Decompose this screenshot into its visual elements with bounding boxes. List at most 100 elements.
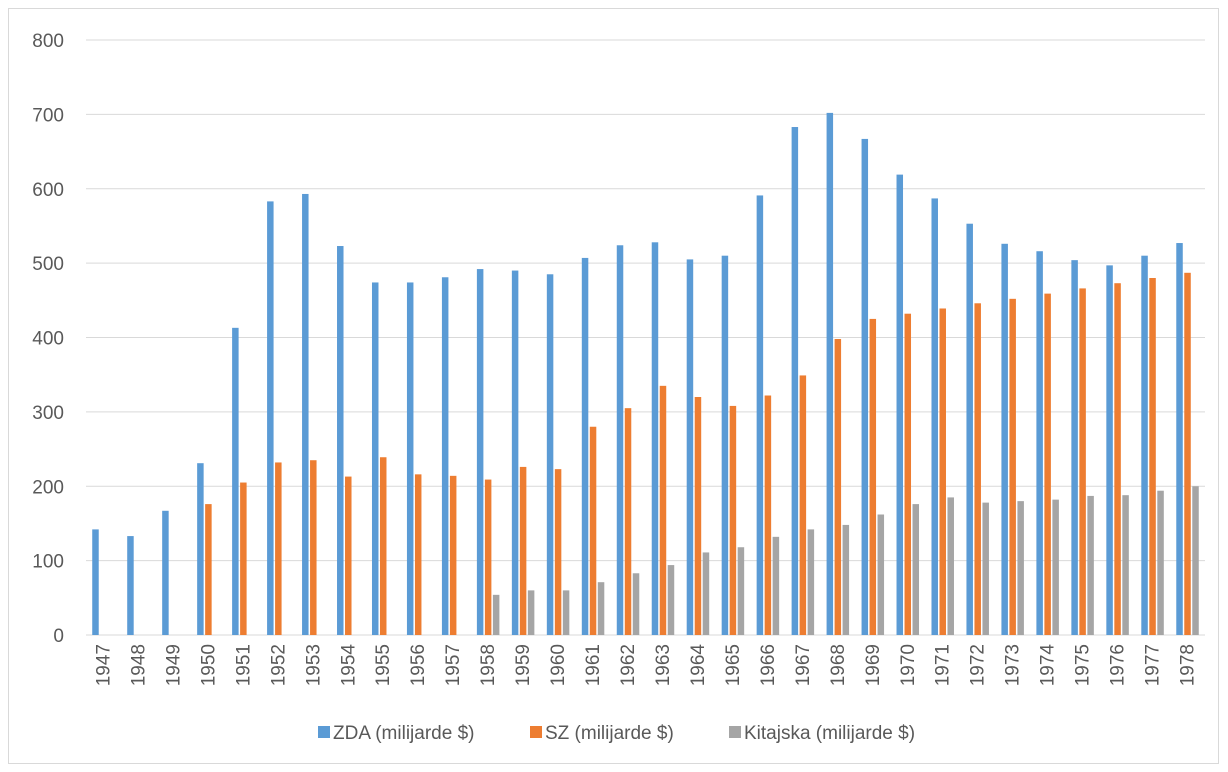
- legend: ZDA (milijarde $) SZ (milijarde $) Kitajsk…: [318, 723, 915, 744]
- bar-series-2: [702, 552, 710, 635]
- bar-series-1: [205, 504, 212, 635]
- x-tick-label: 1952: [268, 644, 289, 686]
- bar-series-2: [562, 590, 570, 636]
- bar-series-0: [791, 127, 799, 636]
- x-tick-label: 1974: [1038, 644, 1059, 687]
- legend-item: SZ (milijarde $): [530, 723, 674, 744]
- legend-label: Kitajska (milijarde $): [744, 723, 915, 744]
- bar-series-0: [1036, 251, 1043, 635]
- chart-frame: [8, 8, 1219, 764]
- y-axis-ticks: 0 100 200 300 400 500 600 700 800: [32, 31, 64, 647]
- bar-series-0: [931, 198, 938, 636]
- bar-series-1: [939, 308, 946, 635]
- bar-series-0: [371, 282, 379, 635]
- x-tick-label: 1949: [163, 644, 184, 686]
- bar-series-1: [554, 469, 562, 635]
- bar-series-2: [1017, 501, 1024, 636]
- x-tick-label: 1950: [198, 644, 219, 686]
- bar-series-1: [764, 395, 772, 635]
- bar-series-1: [275, 462, 282, 635]
- bar-series-1: [694, 397, 702, 635]
- bar-series-1: [869, 318, 877, 635]
- bar-series-2: [982, 502, 989, 635]
- x-tick-label: 1960: [548, 644, 569, 686]
- bar-series-1: [1114, 283, 1121, 635]
- x-tick-label: 1957: [443, 644, 464, 686]
- x-tick-label: 1947: [93, 644, 114, 686]
- x-tick-label: 1953: [303, 644, 324, 686]
- bar-series-1: [519, 466, 527, 635]
- bar-series-0: [337, 246, 344, 635]
- bar-series-0: [1176, 243, 1183, 636]
- bar-series-2: [912, 504, 920, 635]
- bar-series-0: [616, 245, 624, 635]
- legend-label: SZ (milijarde $): [545, 723, 674, 744]
- x-tick-label: 1967: [793, 644, 814, 686]
- bar-series-0: [511, 270, 519, 635]
- bar-series-0: [232, 327, 239, 635]
- x-tick-label: 1965: [723, 644, 744, 686]
- bar-series-2: [667, 565, 675, 635]
- bar-series-1: [589, 426, 597, 635]
- x-axis-ticks: 1947 1948 1949 1950 1951 1952 1953 1954 1955 1956…: [93, 644, 1198, 687]
- bar-series-0: [1071, 260, 1078, 635]
- bar-series-2: [1087, 495, 1094, 635]
- bar-series-1: [449, 475, 457, 635]
- bar-series-1: [904, 313, 912, 635]
- x-tick-label: 1970: [898, 644, 919, 686]
- bar-series-1: [414, 474, 422, 635]
- bar-series-2: [947, 497, 954, 635]
- bar-series-1: [345, 476, 352, 635]
- bar-series-1: [1009, 298, 1016, 635]
- bar-series-0: [1106, 265, 1113, 635]
- x-tick-label: 1948: [128, 644, 149, 686]
- y-tick-label: 300: [32, 403, 64, 424]
- bar-series-1: [799, 375, 807, 635]
- bar-series-0: [302, 193, 309, 635]
- bar-series-0: [476, 269, 484, 635]
- y-tick-label: 0: [53, 626, 64, 647]
- bar-series-0: [896, 174, 904, 635]
- legend-item: Kitajska (milijarde $): [729, 723, 915, 744]
- bar-series-0: [441, 277, 449, 635]
- x-tick-label: 1958: [478, 644, 499, 686]
- y-tick-label: 800: [32, 31, 64, 52]
- bar-series-2: [597, 582, 605, 635]
- x-tick-label: 1964: [688, 644, 709, 687]
- x-tick-label: 1959: [513, 644, 534, 686]
- x-tick-label: 1976: [1108, 644, 1129, 686]
- x-tick-label: 1955: [373, 644, 394, 686]
- y-tick-label: 100: [32, 552, 64, 573]
- x-tick-label: 1971: [933, 644, 954, 686]
- bar-series-0: [721, 255, 729, 635]
- bar-series-0: [406, 282, 414, 635]
- bar-series-1: [484, 479, 492, 635]
- bar-series-2: [1157, 490, 1164, 635]
- bar-series-0: [966, 223, 973, 635]
- bar-series-1: [1079, 288, 1086, 635]
- y-tick-label: 500: [32, 254, 64, 275]
- bar-series-0: [756, 195, 764, 635]
- bar-series-0: [162, 510, 169, 635]
- bar-series-0: [686, 259, 694, 635]
- legend-swatch: [318, 726, 330, 738]
- bar-series-1: [310, 460, 317, 635]
- bar-series-2: [1122, 495, 1129, 635]
- bar-series-2: [772, 536, 780, 635]
- bar-series-0: [1001, 243, 1008, 636]
- bar-series-2: [632, 573, 640, 635]
- bar-series-0: [651, 242, 659, 636]
- x-tick-label: 1966: [758, 644, 779, 686]
- bar-series-1: [624, 408, 632, 635]
- x-tick-label: 1962: [618, 644, 639, 686]
- bar-series-0: [861, 138, 869, 636]
- x-tick-label: 1977: [1143, 644, 1164, 686]
- bar-series-2: [1052, 499, 1059, 635]
- x-tick-label: 1969: [863, 644, 884, 686]
- y-tick-label: 700: [32, 105, 64, 126]
- bar-series-0: [546, 274, 554, 635]
- bar-series-1: [1044, 293, 1051, 635]
- bar-series-2: [842, 524, 850, 635]
- bar-series-1: [379, 457, 387, 635]
- legend-swatch: [530, 726, 542, 738]
